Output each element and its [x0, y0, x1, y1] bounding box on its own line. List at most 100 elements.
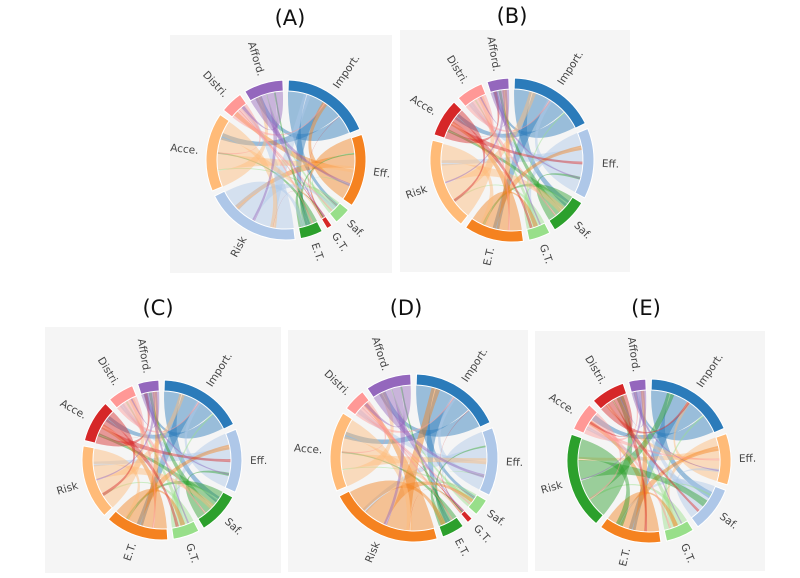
- ribbon-eff-to-distri: [356, 408, 487, 476]
- panel-label-c: (C): [142, 296, 174, 320]
- ribbon-risk-to-saf: [93, 464, 215, 510]
- arc-acce: [329, 412, 353, 492]
- ribbon-distri-to-import: [465, 99, 552, 132]
- arc-acce: [433, 101, 463, 139]
- arc-import: [415, 373, 491, 428]
- arc-eff: [715, 433, 732, 486]
- segment-label-eff: Eff.: [250, 455, 267, 467]
- ribbon-risk-to-import: [96, 393, 186, 495]
- ribbon-e-t-to-eff: [300, 152, 355, 227]
- ribbon-distri-to-e-t: [361, 403, 454, 521]
- segment-label-import: Import.: [555, 49, 586, 88]
- ribbon-e-t-to-afford: [496, 89, 510, 231]
- segment-label-saf: Saf.: [344, 218, 366, 240]
- segment-label-import: Import.: [460, 346, 491, 385]
- segment-label-e-t: E.T.: [309, 241, 326, 262]
- ribbon-distri-to-e-t: [612, 396, 648, 532]
- arc-saf: [690, 485, 727, 528]
- ribbon-distri-to-import: [232, 102, 326, 136]
- ribbon-risk-to-saf: [578, 459, 708, 507]
- panel-label-d: (D): [389, 296, 423, 320]
- segment-label-e-t: E.T.: [617, 547, 633, 568]
- segment-label-afford: Afford.: [625, 336, 642, 372]
- panel-label-a: (A): [274, 6, 306, 30]
- arc-afford: [137, 379, 160, 395]
- ribbon-saf-to-eff: [675, 467, 720, 518]
- ribbon-g-t-to-import: [526, 111, 566, 229]
- arc-afford: [627, 378, 647, 393]
- ribbon-saf-to-eff: [444, 470, 485, 507]
- ribbon-distri-to-import: [600, 401, 690, 434]
- segment-label-import: Import.: [331, 53, 363, 91]
- ribbon-eff-to-import: [308, 101, 351, 199]
- ribbon-e-t-to-eff: [619, 445, 720, 530]
- segment-label-acce: Acce.: [294, 442, 323, 456]
- arc-saf: [328, 202, 350, 223]
- ribbon-saf-to-afford: [636, 390, 706, 512]
- ribbon-g-t-to-distri: [474, 98, 541, 227]
- ribbon-distri-to-acce: [217, 103, 261, 155]
- ribbon-g-t-to-saf: [170, 484, 219, 529]
- ribbon-risk-to-distri: [240, 104, 294, 229]
- arc-distri: [592, 382, 628, 410]
- segment-label-distri: Distri.: [322, 368, 353, 398]
- ribbon-import-to-saf: [163, 391, 221, 503]
- arc-eff: [342, 133, 367, 207]
- arc-risk: [566, 433, 604, 525]
- ribbon-import-to-e-t: [628, 393, 688, 531]
- ribbon-risk-to-saf: [364, 481, 474, 525]
- ribbon-risk-to-import: [445, 91, 537, 201]
- segment-label-afford: Afford.: [245, 40, 267, 77]
- arc-g-t: [526, 222, 551, 241]
- ribbon-distri-to-import: [116, 401, 200, 433]
- arc-e-t: [599, 517, 662, 544]
- ribbon-eff-to-g-t: [442, 431, 486, 513]
- ribbon-g-t-to-distri: [361, 406, 464, 513]
- ribbon-acce-to-afford: [95, 392, 150, 447]
- segment-label-afford: Afford.: [369, 335, 391, 372]
- ribbon-eff-to-risk: [93, 446, 232, 467]
- arc-g-t: [171, 520, 200, 540]
- segment-label-g-t: G.T.: [471, 523, 493, 546]
- segment-label-acce: Acce.: [408, 93, 438, 118]
- ribbon-saf-to-e-t: [298, 186, 340, 227]
- ribbon-acce-to-eff: [217, 153, 355, 173]
- ribbon-risk-to-e-t: [349, 480, 446, 526]
- ribbon-e-t-to-g-t: [607, 491, 679, 528]
- ribbon-acce-to-afford: [342, 391, 394, 487]
- arc-eff: [224, 428, 243, 493]
- ribbon-distri-to-e-t: [475, 96, 510, 231]
- segment-label-distri: Distri.: [582, 354, 608, 387]
- ribbon-import-to-acce: [591, 402, 703, 440]
- ribbon-saf-to-acce: [585, 426, 712, 504]
- ribbon-acce-to-afford: [217, 95, 269, 187]
- arc-acce: [205, 113, 230, 192]
- segment-label-risk: Risk: [363, 539, 383, 565]
- ribbon-distri-to-saf: [606, 400, 700, 513]
- panel-label-b: (B): [496, 4, 528, 28]
- ribbon-saf-to-e-t: [617, 479, 716, 527]
- ribbon-distri-to-saf: [121, 401, 207, 515]
- arc-risk: [213, 190, 296, 241]
- ribbon-afford-to-distri: [363, 385, 411, 428]
- ribbon-g-t-to-import: [664, 414, 705, 529]
- segment-label-e-t: E.T.: [452, 536, 471, 558]
- ribbon-saf-to-afford: [148, 391, 213, 514]
- segment-label-afford: Afford.: [484, 36, 502, 73]
- ribbon-g-t-to-saf: [523, 186, 569, 230]
- segment-label-saf: Saf.: [717, 511, 740, 532]
- segment-label-saf: Saf.: [571, 219, 593, 241]
- arc-import: [650, 378, 725, 434]
- ribbon-e-t-to-acce: [100, 423, 167, 529]
- ribbon-e-t-to-g-t: [430, 488, 464, 527]
- ribbon-g-t-to-risk: [101, 481, 194, 524]
- ribbon-acce-to-afford: [444, 90, 500, 144]
- arc-distri: [108, 385, 138, 409]
- ribbon-g-t-to-import: [174, 413, 214, 528]
- ribbon-import-to-afford: [492, 90, 576, 138]
- ribbon-saf-to-eff: [185, 470, 230, 519]
- arc-distri: [457, 83, 487, 108]
- ribbon-risk-to-saf: [441, 163, 565, 213]
- ribbon-import-to-saf: [416, 385, 477, 500]
- arc-afford: [486, 77, 510, 93]
